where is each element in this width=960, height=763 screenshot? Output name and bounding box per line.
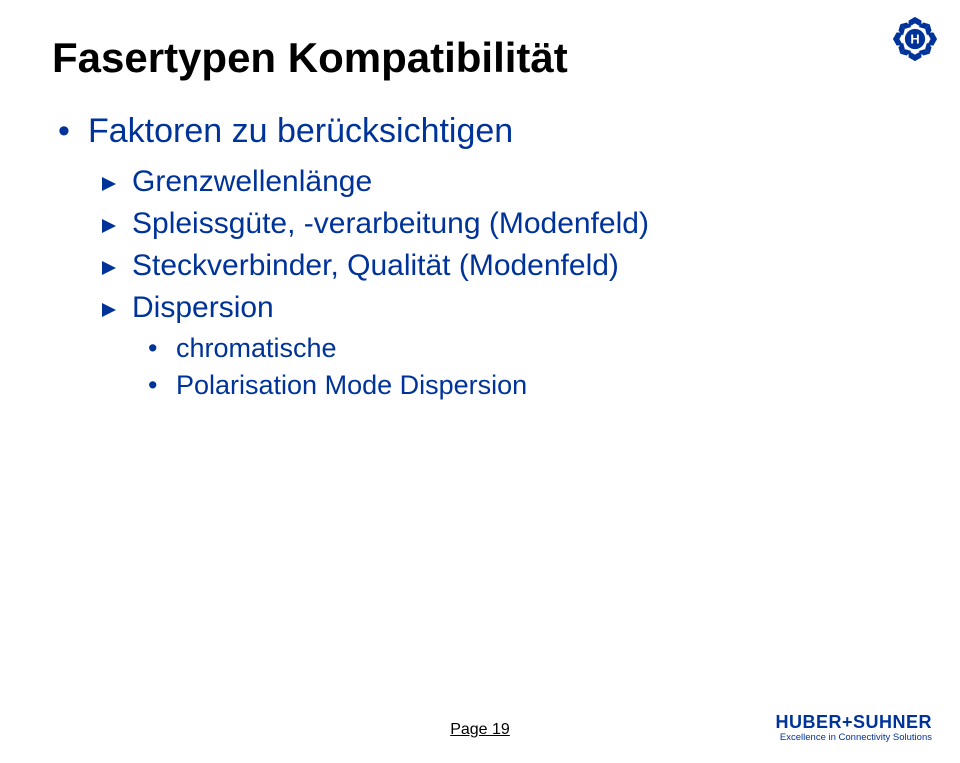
bullet-level-3: • chromatische <box>148 333 908 364</box>
arrow-right-icon <box>102 251 132 281</box>
bullet-l3-text: chromatische <box>176 333 337 364</box>
bullet-l2-text: Steckverbinder, Qualität (Modenfeld) <box>132 249 619 283</box>
bullet-l2-text: Spleissgüte, -verarbeitung (Modenfeld) <box>132 207 649 241</box>
brand-name: HUBER+SUHNER <box>775 712 932 733</box>
slide-footer: Page 19 HUBER+SUHNER Excellence in Conne… <box>0 699 960 739</box>
page-number: Page 19 <box>450 721 510 739</box>
bullet-dot-icon: • <box>58 114 88 148</box>
slide: H Fasertypen Kompatibilität • Faktoren z… <box>0 0 960 763</box>
bullet-l3-text: Polarisation Mode Dispersion <box>176 370 527 401</box>
arrow-right-icon <box>102 167 132 197</box>
bullet-level-1: • Faktoren zu berücksichtigen <box>58 112 908 151</box>
bullet-level-2: Dispersion <box>102 291 908 325</box>
bullet-dot-icon: • <box>148 335 176 362</box>
arrow-right-icon <box>102 209 132 239</box>
bullet-l2-text: Grenzwellenlänge <box>132 165 372 199</box>
logo-letter: H <box>910 32 919 47</box>
bullet-l2-text: Dispersion <box>132 291 274 325</box>
bullet-level-3: • Polarisation Mode Dispersion <box>148 370 908 401</box>
bullet-dot-icon: • <box>148 372 176 399</box>
slide-title: Fasertypen Kompatibilität <box>52 34 908 82</box>
brand-logo-icon: H <box>892 16 938 67</box>
bullet-level-2: Grenzwellenlänge <box>102 165 908 199</box>
bullet-level-2: Spleissgüte, -verarbeitung (Modenfeld) <box>102 207 908 241</box>
arrow-right-icon <box>102 293 132 323</box>
brand-block: HUBER+SUHNER Excellence in Connectivity … <box>775 712 932 743</box>
bullet-l1-text: Faktoren zu berücksichtigen <box>88 112 513 151</box>
brand-tagline: Excellence in Connectivity Solutions <box>775 732 932 743</box>
bullet-level-2: Steckverbinder, Qualität (Modenfeld) <box>102 249 908 283</box>
